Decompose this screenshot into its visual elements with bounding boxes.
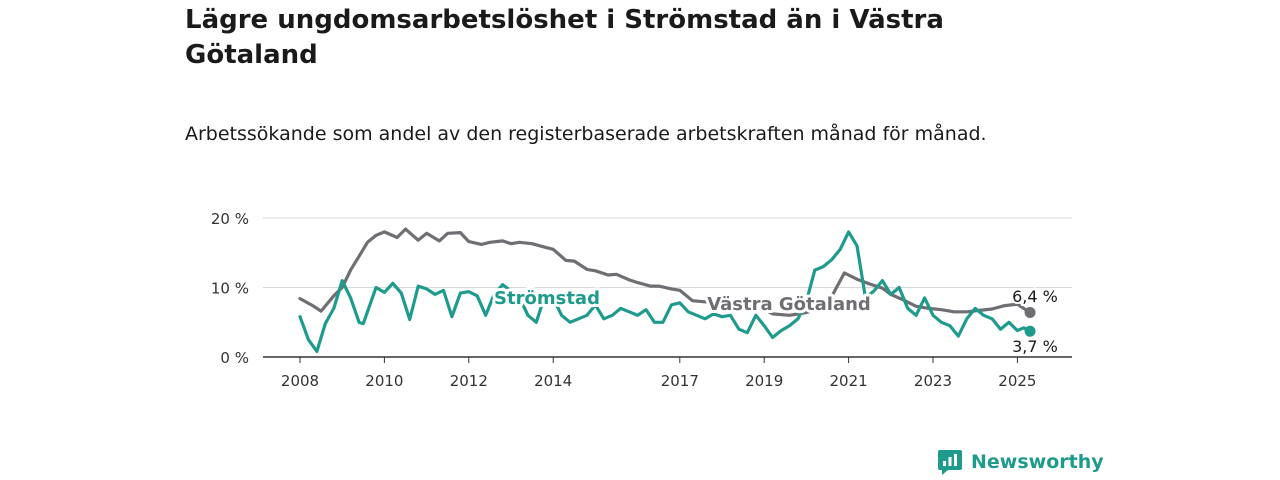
x-tick-label: 2021 <box>830 372 868 390</box>
end-value-label-stromstad: 3,7 % <box>1012 337 1058 356</box>
x-tick-label: 2017 <box>661 372 699 390</box>
x-tick-label: 2008 <box>281 372 319 390</box>
series-name-label-vastra_gotaland: Västra Götaland <box>707 294 871 315</box>
y-tick-label: 0 % <box>220 349 249 367</box>
series-line-vastra_gotaland <box>298 227 1032 317</box>
x-tick-label: 2025 <box>998 372 1036 390</box>
series-line-stromstad <box>298 230 1032 353</box>
end-point-stromstad <box>1024 325 1036 337</box>
series-name-label-stromstad: Strömstad <box>494 288 600 309</box>
x-tick-label: 2010 <box>365 372 403 390</box>
gridlines: 0 % 10 % 20 % <box>211 210 1072 367</box>
y-tick-label: 20 % <box>211 210 249 228</box>
chart-subtitle: Arbetssökande som andel av den registerb… <box>185 123 987 145</box>
x-tick-label: 2014 <box>534 372 572 390</box>
y-tick-label: 10 % <box>211 280 249 298</box>
x-axis: 2008 2010 2012 2014 2017 2019 2021 2023 2025 <box>281 357 1036 390</box>
series-labels: Strömstad Västra Götaland 6,4 % 3,7 % <box>491 285 1060 358</box>
chart-title: Lägre ungdomsarbetslöshet i Strömstad än… <box>185 5 944 70</box>
end-value-label-vastra_gotaland: 6,4 % <box>1012 287 1058 306</box>
x-tick-label: 2023 <box>914 372 952 390</box>
x-tick-label: 2019 <box>745 372 783 390</box>
series-lines <box>298 227 1036 353</box>
newsworthy-logo: Newsworthy <box>937 448 1104 476</box>
x-tick-label: 2012 <box>450 372 488 390</box>
newsworthy-icon <box>938 450 962 475</box>
brand-name: Newsworthy <box>971 451 1104 473</box>
end-point-vastra_gotaland <box>1024 307 1036 319</box>
